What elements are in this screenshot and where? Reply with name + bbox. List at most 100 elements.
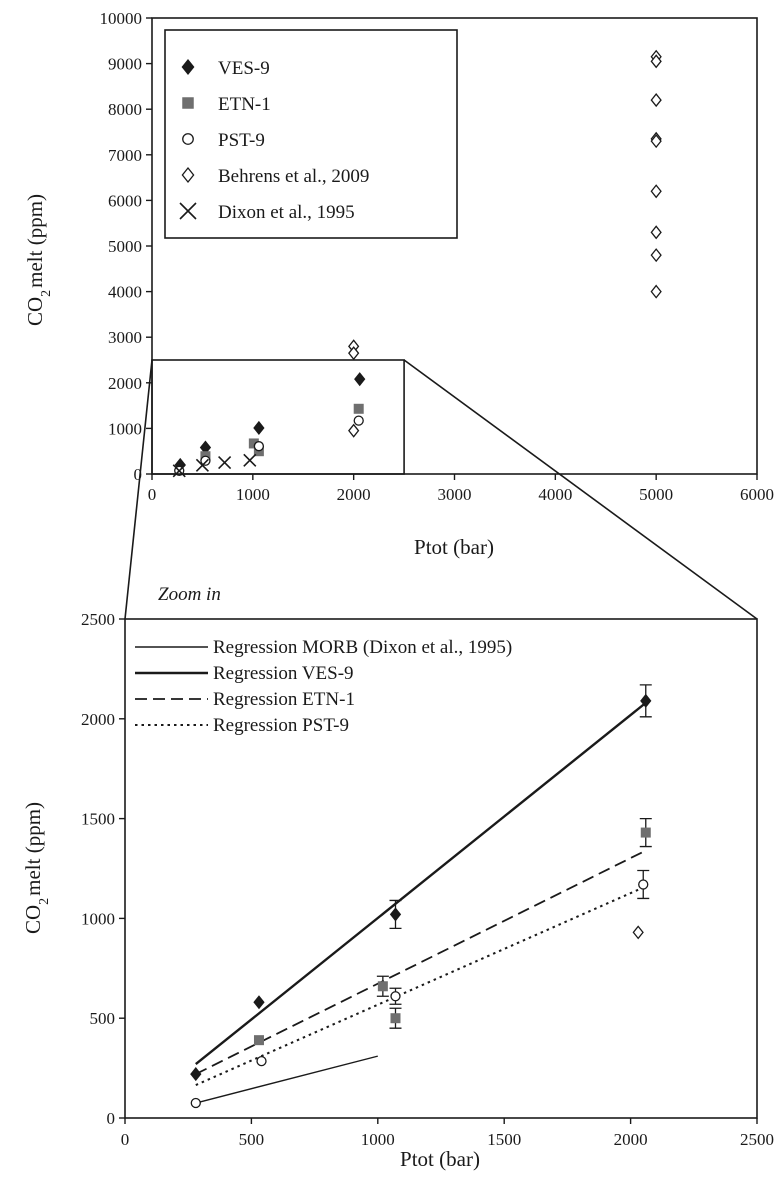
point-pst-9 — [638, 879, 649, 890]
bottom-x-axis: 0 500 1000 1500 2000 2500 — [121, 1118, 774, 1149]
point-etn-1 — [390, 1013, 401, 1024]
bottom-y-tick-label: 2500 — [81, 610, 115, 629]
zoom-in-label: Zoom in — [158, 584, 221, 605]
legend-marker-pst-9 — [182, 133, 194, 145]
top-x-tick-label: 2000 — [337, 485, 371, 504]
point-dixon-et-al-1995 — [218, 456, 232, 470]
legend-label-pst-9: PST-9 — [218, 130, 265, 151]
bottom-panel: Zoom in 0 500 1000 1500 2000 2500 0 500 1000 150… — [21, 584, 774, 1171]
point-behrens-et-al-2009 — [650, 225, 662, 240]
point-etn-1 — [640, 827, 651, 838]
top-y-tick-label: 4000 — [108, 283, 142, 302]
bottom-y-tick-label: 1500 — [81, 810, 115, 829]
top-y-tick-label: 2000 — [108, 374, 142, 393]
legend-marker-behrens-et-al-2009 — [181, 166, 195, 184]
top-x-tick-label: 4000 — [538, 485, 572, 504]
regression-line-regression-morb-dixon-et-al-1995 — [195, 1055, 378, 1104]
point-behrens-et-al-2009 — [348, 423, 360, 438]
legend-marker-dixon-et-al-1995 — [179, 202, 197, 220]
point-ves-9 — [253, 420, 265, 435]
point-ves-9 — [389, 907, 402, 922]
point-dixon-et-al-1995 — [172, 464, 186, 478]
bottom-y-axis-title: CO2melt (ppm) — [21, 802, 52, 934]
top-y-tick-label: 10000 — [100, 9, 143, 28]
top-x-tick-label: 1000 — [236, 485, 270, 504]
regression-line-regression-pst-9 — [195, 885, 647, 1086]
top-legend-box — [164, 29, 458, 239]
zoom-connector-right — [403, 359, 758, 620]
bottom-plot-frame — [124, 618, 758, 1119]
bottom-x-tick-label: 1000 — [361, 1130, 395, 1149]
bottom-x-tick-label: 500 — [239, 1130, 265, 1149]
regression-line-regression-ves-9 — [195, 701, 647, 1066]
point-dixon-et-al-1995 — [243, 453, 257, 467]
legend-label-behrens-et-al-2009: Behrens et al., 2009 — [218, 166, 369, 187]
top-legend: VES-9 ETN-1 PST-9 Behrens et al., 2009 Dixon… — [164, 29, 458, 239]
point-dixon-et-al-1995 — [195, 458, 209, 472]
legend-label-regression-ves-9: Regression VES-9 — [213, 663, 354, 684]
point-pst-9 — [253, 441, 265, 452]
top-x-axis: 0 1000 2000 3000 4000 5000 6000 — [148, 474, 774, 504]
point-pst-9 — [200, 455, 211, 466]
top-y-tick-label: 0 — [134, 465, 143, 484]
top-y-tick-label: 6000 — [108, 191, 142, 210]
regression-line-regression-etn-1 — [195, 849, 647, 1075]
top-y-tick-label: 8000 — [108, 100, 142, 119]
point-etn-1 — [253, 1035, 264, 1046]
regression-lines — [195, 701, 647, 1104]
point-behrens-et-al-2009 — [650, 134, 662, 149]
point-ves-9 — [253, 995, 265, 1010]
top-y-tick-label: 3000 — [108, 328, 142, 347]
legend-marker-etn-1 — [182, 97, 194, 109]
point-pst-9 — [390, 991, 401, 1002]
point-behrens-et-al-2009 — [650, 184, 662, 199]
top-x-tick-label: 5000 — [639, 485, 673, 504]
legend-label-dixon-et-al-1995: Dixon et al., 1995 — [218, 202, 355, 223]
top-x-axis-title: Ptot (bar) — [414, 535, 494, 559]
top-y-axis: 0 1000 2000 3000 4000 5000 6000 7000 8000 9000 100… — [100, 9, 152, 484]
point-pst-9 — [353, 415, 364, 426]
bottom-x-tick-label: 2000 — [614, 1130, 648, 1149]
legend-label-regression-pst-9: Regression PST-9 — [213, 715, 349, 736]
point-etn-1 — [377, 981, 388, 992]
point-ves-9 — [640, 693, 652, 708]
point-behrens-et-al-2009 — [650, 54, 662, 69]
bottom-y-tick-label: 500 — [90, 1009, 116, 1028]
legend-label-ves-9: VES-9 — [218, 58, 270, 79]
top-data-points — [172, 49, 662, 478]
point-behrens-et-al-2009 — [650, 248, 662, 263]
bottom-y-tick-label: 0 — [107, 1109, 116, 1128]
bottom-y-tick-label: 2000 — [81, 710, 115, 729]
point-ves-9 — [354, 372, 366, 387]
point-etn-1 — [353, 403, 364, 414]
top-legend-items: VES-9 ETN-1 PST-9 Behrens et al., 2009 Dixon… — [179, 58, 369, 223]
bottom-data-points — [190, 684, 652, 1109]
point-ves-9 — [190, 1067, 202, 1082]
top-x-tick-label: 3000 — [438, 485, 472, 504]
top-panel: 0 1000 2000 3000 4000 5000 6000 0 1000 2000 3000 4… — [23, 9, 774, 620]
top-y-tick-label: 1000 — [108, 419, 142, 438]
bottom-x-tick-label: 1500 — [487, 1130, 521, 1149]
legend-label-regression-etn-1: Regression ETN-1 — [213, 689, 355, 710]
legend-label-regression-morb-dixon-et-al-1995: Regression MORB (Dixon et al., 1995) — [213, 637, 512, 658]
bottom-x-axis-title: Ptot (bar) — [400, 1147, 480, 1171]
point-pst-9 — [256, 1055, 267, 1067]
bottom-y-tick-label: 1000 — [81, 909, 115, 928]
top-y-tick-label: 5000 — [108, 237, 142, 256]
legend-marker-ves-9 — [181, 58, 195, 76]
point-behrens-et-al-2009 — [650, 93, 662, 108]
bottom-legend: Regression MORB (Dixon et al., 1995) Regr… — [135, 637, 512, 736]
point-pst-9 — [190, 1097, 201, 1109]
top-x-tick-label: 0 — [148, 485, 157, 504]
point-behrens-et-al-2009 — [632, 925, 644, 940]
zoom-box — [151, 359, 405, 475]
top-y-tick-label: 9000 — [108, 55, 142, 74]
bottom-x-tick-label: 0 — [121, 1130, 130, 1149]
top-x-tick-label: 6000 — [740, 485, 774, 504]
zoom-connector-left — [124, 359, 153, 620]
bottom-y-axis: 0 500 1000 1500 2000 2500 — [81, 610, 125, 1128]
bottom-x-tick-label: 2500 — [740, 1130, 774, 1149]
legend-label-etn-1: ETN-1 — [218, 94, 271, 115]
top-y-tick-label: 7000 — [108, 146, 142, 165]
